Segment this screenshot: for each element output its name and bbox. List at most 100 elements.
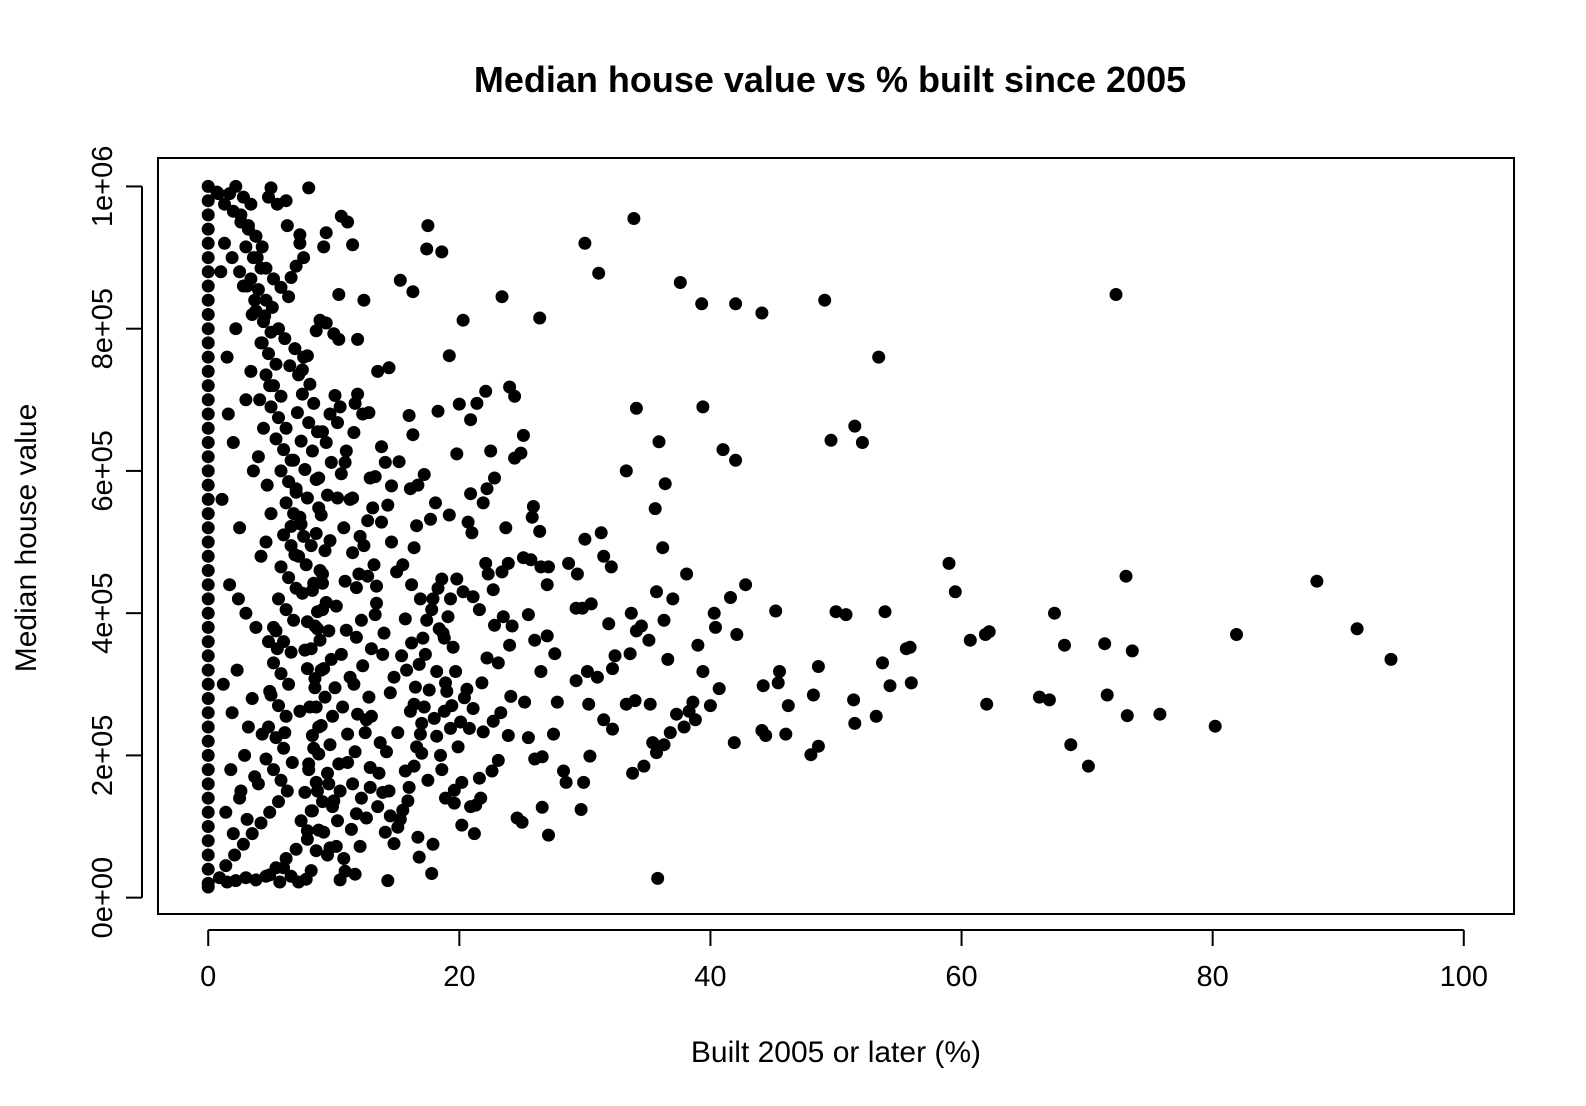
data-point [847, 693, 861, 707]
data-point [308, 619, 322, 633]
data-point [829, 605, 843, 619]
data-point [590, 670, 604, 684]
data-point [488, 471, 501, 485]
data-point [559, 775, 573, 789]
data-point [336, 700, 350, 714]
data-point [201, 407, 215, 421]
data-point [201, 692, 215, 705]
data-point [239, 606, 253, 620]
data-point [436, 626, 450, 640]
data-point [201, 251, 215, 265]
data-point [377, 626, 391, 640]
data-point [729, 453, 743, 467]
data-point [703, 699, 717, 713]
data-point [201, 592, 215, 606]
data-point [528, 752, 542, 766]
data-point [249, 873, 263, 887]
data-point [540, 578, 554, 592]
data-point [279, 709, 293, 723]
data-point [298, 463, 312, 476]
data-point [903, 640, 917, 654]
data-point [378, 455, 392, 469]
data-point [201, 436, 215, 449]
data-point [201, 848, 215, 862]
data-point [773, 665, 786, 678]
data-point [872, 350, 886, 364]
data-point [267, 763, 280, 777]
x-tick-label: 0 [200, 961, 216, 993]
data-point [411, 478, 425, 492]
data-point [464, 413, 478, 427]
data-point [270, 642, 284, 656]
data-point [407, 541, 421, 555]
data-point [346, 238, 360, 252]
data-point [1048, 606, 1061, 620]
data-point [380, 745, 393, 759]
data-point [333, 400, 347, 414]
data-point [321, 766, 334, 780]
data-point [324, 652, 338, 666]
data-point [395, 649, 409, 663]
data-point [472, 771, 486, 785]
data-point [277, 741, 291, 755]
data-point [434, 748, 447, 762]
data-point [248, 293, 262, 307]
data-point [201, 535, 215, 549]
data-point [341, 727, 355, 741]
data-point [811, 739, 825, 753]
data-point [691, 638, 705, 652]
data-point [883, 679, 897, 693]
data-point [201, 734, 215, 748]
data-point [534, 665, 548, 678]
data-point [508, 451, 522, 465]
data-point [480, 482, 494, 496]
data-point [273, 875, 287, 889]
data-point [211, 187, 225, 201]
data-point [302, 757, 316, 771]
data-point [759, 729, 773, 742]
data-point [201, 464, 215, 478]
data-point [284, 645, 298, 659]
data-point [1384, 652, 1398, 666]
data-point [239, 393, 253, 407]
data-point [201, 791, 215, 805]
data-point [491, 656, 505, 670]
data-point [201, 649, 215, 663]
data-point [476, 725, 490, 739]
data-point [201, 763, 215, 777]
data-point [267, 656, 280, 670]
data-point [451, 740, 465, 754]
data-point [516, 428, 530, 442]
data-point [279, 603, 293, 617]
data-point [533, 524, 547, 538]
data-point [297, 529, 311, 543]
data-point [370, 596, 383, 610]
data-point [806, 688, 820, 702]
data-point [584, 597, 598, 611]
data-point [241, 720, 255, 734]
data-point [334, 647, 348, 661]
data-point [201, 720, 215, 734]
data-point [269, 357, 283, 371]
data-point [425, 603, 439, 617]
data-point [626, 766, 640, 780]
data-point [594, 526, 608, 540]
data-point [709, 620, 722, 634]
data-point [1100, 688, 1114, 702]
data-point [295, 387, 309, 401]
data-point [284, 519, 298, 533]
data-point [627, 212, 641, 225]
data-point [290, 406, 304, 420]
data-point [246, 251, 260, 265]
data-point [461, 515, 475, 529]
data-point [224, 763, 238, 777]
data-point [393, 812, 407, 826]
data-point [348, 867, 362, 881]
data-point [470, 396, 484, 410]
data-point [277, 443, 291, 457]
data-point [450, 572, 464, 586]
data-point [534, 560, 548, 574]
data-point [289, 485, 303, 499]
data-point [283, 359, 297, 373]
data-point [361, 514, 375, 528]
